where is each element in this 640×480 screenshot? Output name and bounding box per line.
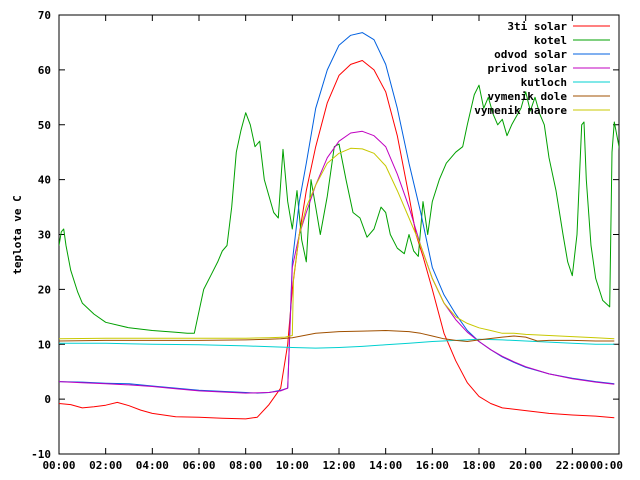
y-tick-label: 10: [38, 338, 51, 351]
series-line-1: [59, 60, 615, 420]
x-tick-label: 12:00: [322, 459, 355, 472]
x-tick-label: 16:00: [416, 459, 449, 472]
legend-label: kutloch: [521, 76, 567, 89]
legend-label: odvod solar: [494, 48, 567, 61]
y-tick-label: 30: [38, 229, 51, 242]
series-lines: [59, 32, 619, 420]
y-axis-title: teplota ve C: [11, 195, 24, 274]
x-tick-label: 02:00: [89, 459, 122, 472]
legend-label: vymenik nahore: [474, 104, 567, 117]
series-line-7: [59, 147, 615, 340]
x-tick-label: 08:00: [229, 459, 262, 472]
x-tick-label: 14:00: [369, 459, 402, 472]
y-tick-label: 0: [44, 393, 51, 406]
x-tick-label: 18:00: [462, 459, 495, 472]
x-tick-label: 06:00: [182, 459, 215, 472]
axis-ticks: -10 0 10 20 30 40 50 60 70 00:00 02:00 04:00 06:00 08…: [31, 9, 623, 472]
series-line-6: [59, 330, 615, 342]
y-tick-label: 60: [38, 64, 51, 77]
series-line-4: [59, 130, 615, 394]
legend-label: 3ti solar: [507, 20, 567, 33]
x-tick-label: 20:00: [509, 459, 542, 472]
y-tick-label: 40: [38, 174, 51, 187]
y-tick-label: -10: [31, 448, 51, 461]
x-tick-label: 22:00: [556, 459, 589, 472]
legend-label: kotel: [534, 34, 567, 47]
x-tick-label: 04:00: [136, 459, 169, 472]
legend-label: privod solar: [488, 62, 568, 75]
y-tick-label: 50: [38, 119, 51, 132]
y-tick-label: 70: [38, 9, 51, 22]
y-tick-label: 20: [38, 283, 51, 296]
x-tick-label: 00:00: [590, 459, 623, 472]
series-line-5: [59, 338, 615, 349]
series-line-2: [59, 84, 619, 334]
x-tick-label: 00:00: [42, 459, 75, 472]
legend-label: vymenik dole: [488, 90, 568, 103]
x-tick-label: 10:00: [276, 459, 309, 472]
